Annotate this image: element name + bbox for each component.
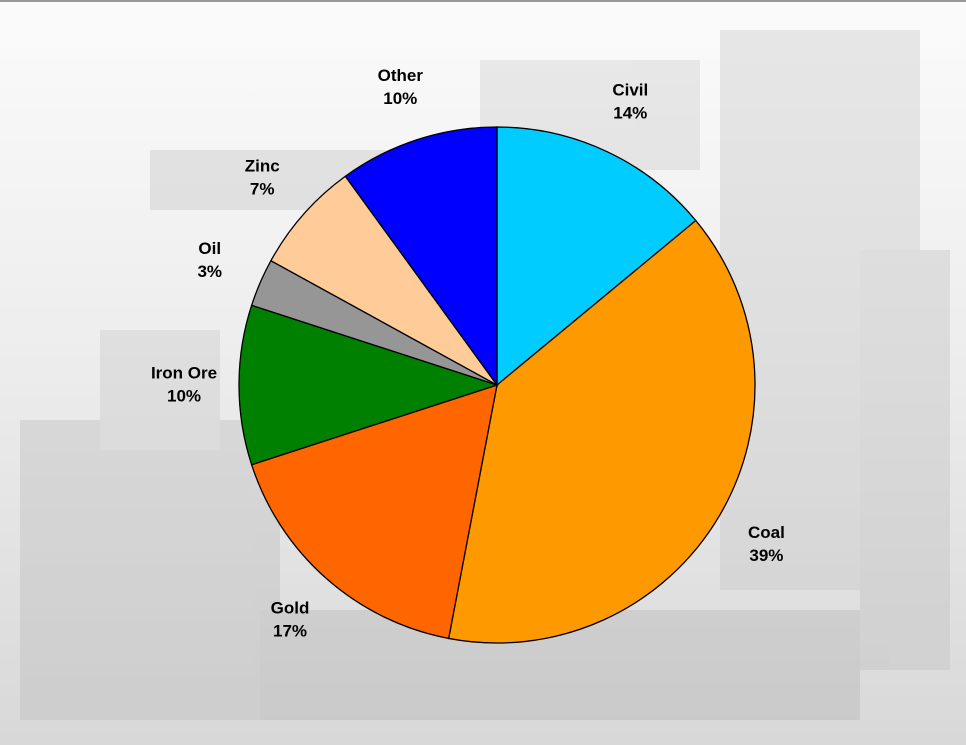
slice-label: Zinc	[245, 156, 280, 175]
slice-value-label: 7%	[250, 179, 275, 198]
pie-slice	[344, 126, 498, 388]
slice-value-label: 3%	[197, 262, 222, 281]
slice-value-label: 10%	[383, 89, 417, 108]
slice-label: Other	[378, 66, 424, 85]
pie: Civil 14% Coal 39% Gold 17% Iron Ore 10% Oil 3% Zi…	[151, 66, 785, 644]
slice-label: Coal	[748, 523, 785, 542]
slice-value-label: 10%	[167, 386, 201, 405]
pie-slice	[238, 304, 500, 466]
slice-label: Gold	[271, 598, 310, 617]
pie-slice	[447, 219, 756, 644]
pie-slice	[496, 126, 697, 387]
slice-value-label: 17%	[273, 621, 307, 640]
pie-slice	[250, 384, 498, 640]
slice-value-label: 14%	[613, 103, 647, 122]
slice-label: Civil	[612, 80, 648, 99]
slice-value-label: 39%	[749, 546, 783, 565]
slice-label: Oil	[198, 239, 221, 258]
slice-label: Iron Ore	[151, 363, 217, 382]
pie-slice	[270, 175, 498, 386]
